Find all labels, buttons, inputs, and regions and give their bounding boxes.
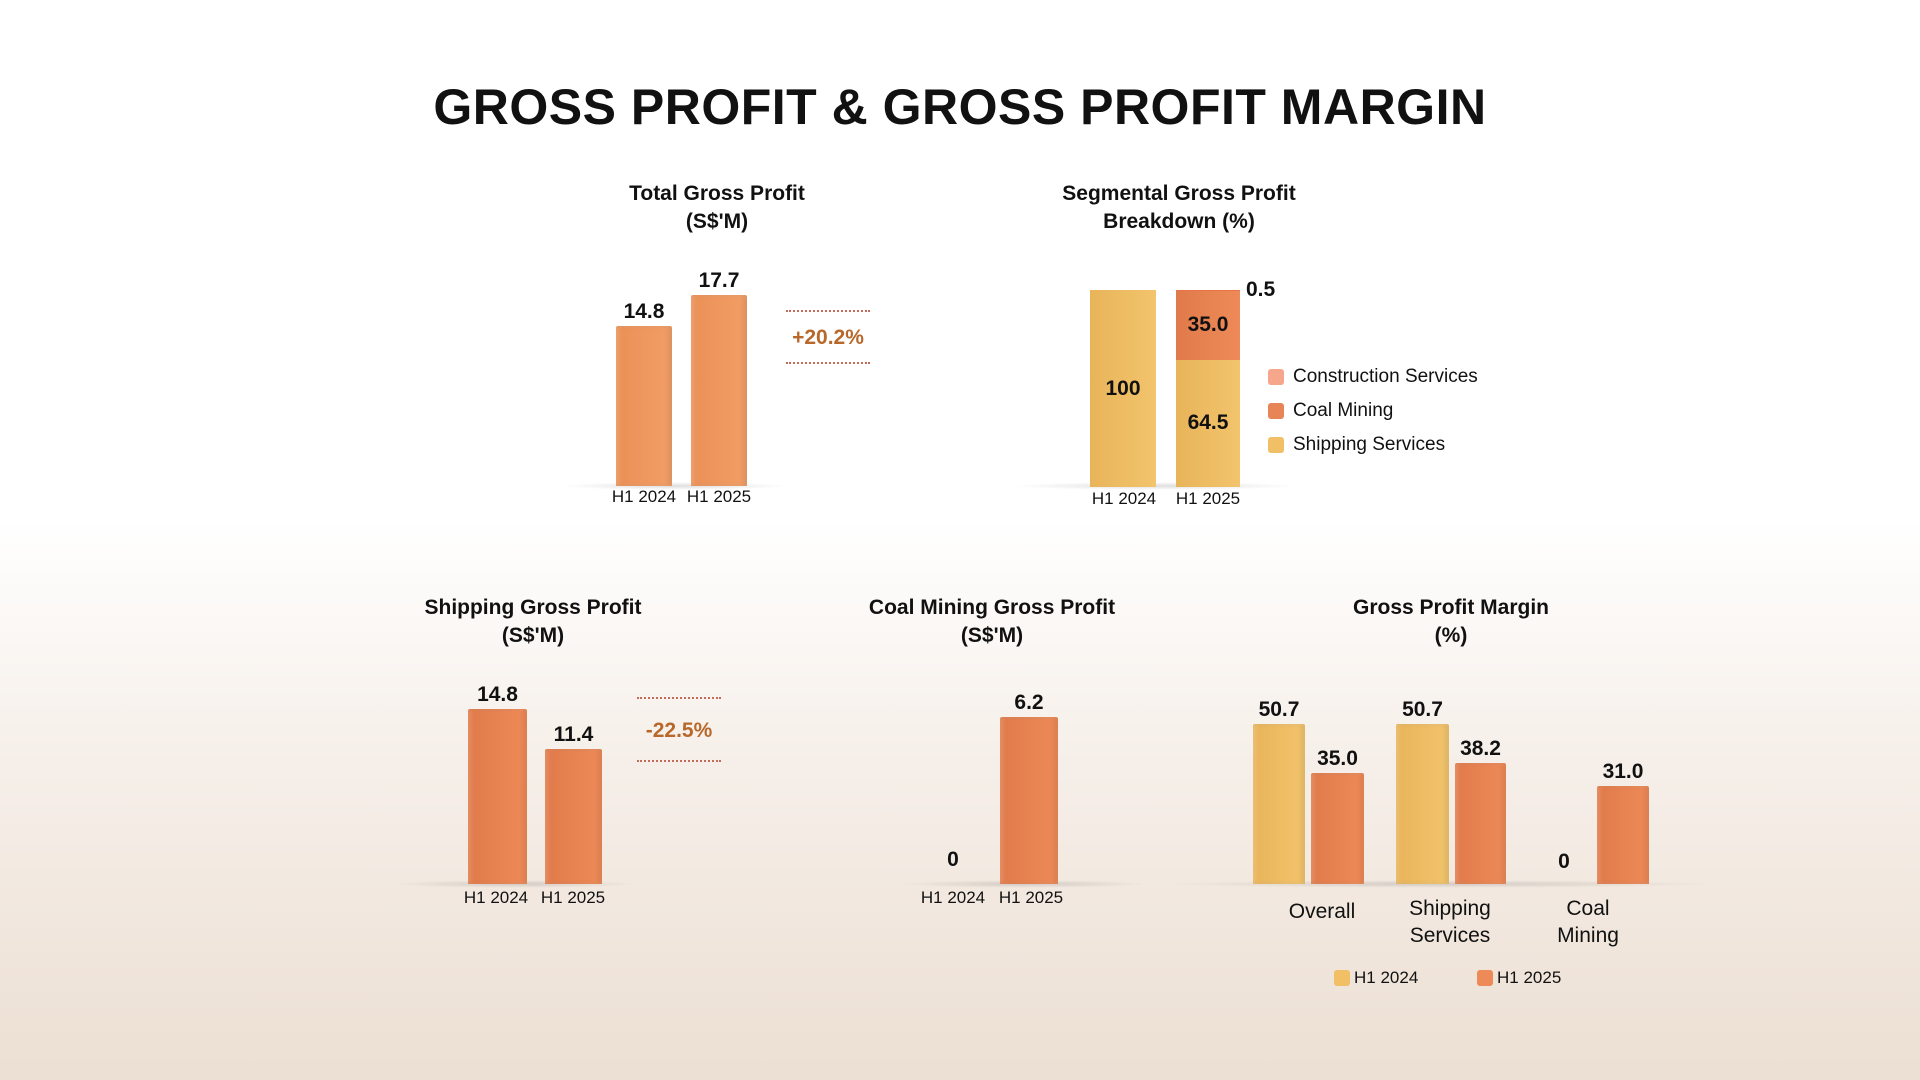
legend-swatch xyxy=(1268,437,1284,453)
x-tick-label: H1 2024 xyxy=(463,888,529,907)
stacked-bar-h1-2025: 64.5 35.0 xyxy=(1176,290,1240,487)
value-label: 50.7 xyxy=(1402,697,1443,721)
chart-subtitle: Breakdown (%) xyxy=(1103,210,1255,233)
chart-title-line: Coal Mining Gross Profit xyxy=(868,596,1116,619)
chart-title-line: Segmental Gross Profit xyxy=(1062,182,1296,205)
x-tick-label: H1 2024 xyxy=(920,888,986,907)
value-label: 6.2 xyxy=(1014,690,1044,714)
divider xyxy=(786,362,870,364)
value-label: 14.8 xyxy=(623,300,665,324)
x-tick-label: H1 2024 xyxy=(611,487,677,506)
segment-label: 35.0 xyxy=(1187,313,1229,337)
bar-shipping-h1-2025: 38.2 xyxy=(1455,737,1506,884)
legend-item: H1 2025 xyxy=(1477,968,1561,988)
category-label-line: Services xyxy=(1409,924,1491,947)
legend-item: H1 2024 xyxy=(1334,968,1418,988)
bar-h1-2024: 14.8 xyxy=(616,300,672,486)
chart-subtitle: (S$'M) xyxy=(685,210,749,233)
legend-item: Shipping Services xyxy=(1268,434,1445,456)
bar-coal-h1-2025: 31.0 xyxy=(1597,760,1649,884)
bar-h1-2024: 14.8 xyxy=(468,683,527,884)
change-label: -22.5% xyxy=(645,719,713,742)
stacked-bar-h1-2024: 100 xyxy=(1090,290,1156,487)
chart-title-line: Total Gross Profit xyxy=(629,182,805,205)
chart-title: Gross Profit Margin (%) xyxy=(1271,594,1631,650)
chart-title: Total Gross Profit (S$'M) xyxy=(537,180,897,236)
bar-h1-2025: 11.4 xyxy=(545,723,602,884)
legend-item: Coal Mining xyxy=(1268,400,1393,422)
chart-subtitle: (S$'M) xyxy=(501,624,565,647)
value-label: 0.5 xyxy=(1246,278,1276,301)
legend-swatch xyxy=(1334,970,1350,986)
segment-shipping: 64.5 xyxy=(1176,359,1240,487)
legend-label: Construction Services xyxy=(1293,366,1478,387)
divider xyxy=(637,697,721,699)
legend-swatch xyxy=(1268,369,1284,385)
legend-swatch xyxy=(1477,970,1493,986)
x-tick-label: H1 2024 xyxy=(1091,489,1157,508)
value-label: 0 xyxy=(947,848,959,871)
bar-h1-2025: 6.2 xyxy=(1000,691,1058,884)
value-label: 0 xyxy=(1558,850,1570,873)
x-tick-label: H1 2025 xyxy=(686,487,752,506)
legend-swatch xyxy=(1268,403,1284,419)
page-title: GROSS PROFIT & GROSS PROFIT MARGIN xyxy=(433,79,1487,135)
x-tick-label: H1 2025 xyxy=(998,888,1064,907)
legend-label: Shipping Services xyxy=(1293,434,1446,455)
category-label-line: Coal xyxy=(1566,897,1610,920)
bar-shipping-h1-2024: 50.7 xyxy=(1396,698,1449,884)
legend-label: Coal Mining xyxy=(1293,400,1394,421)
bar-overall-h1-2025: 35.0 xyxy=(1311,747,1364,884)
chart-title: Coal Mining Gross Profit (S$'M) xyxy=(812,594,1172,650)
chart-title-line: Shipping Gross Profit xyxy=(424,596,642,619)
value-label: 31.0 xyxy=(1602,760,1644,784)
segment-label: 64.5 xyxy=(1187,411,1229,435)
value-label: 50.7 xyxy=(1258,697,1300,721)
category-label: Coal Mining xyxy=(1518,895,1658,949)
value-label: 14.8 xyxy=(477,683,518,707)
chart-title: Segmental Gross Profit Breakdown (%) xyxy=(999,180,1359,236)
category-label-line: Shipping xyxy=(1409,897,1491,920)
chart-subtitle: (%) xyxy=(1434,624,1468,647)
value-label: 17.7 xyxy=(698,268,740,292)
segment-shipping: 100 xyxy=(1090,290,1156,487)
divider xyxy=(637,760,721,762)
bar-h1-2025: 17.7 xyxy=(691,269,747,486)
chart-subtitle: (S$'M) xyxy=(960,624,1024,647)
value-label: 38.2 xyxy=(1460,737,1501,761)
bar-overall-h1-2024: 50.7 xyxy=(1253,698,1305,884)
legend-label: H1 2025 xyxy=(1497,968,1562,987)
x-tick-label: H1 2025 xyxy=(540,888,606,907)
legend-item: Construction Services xyxy=(1268,366,1478,388)
value-label: 11.4 xyxy=(553,723,594,747)
category-label-line: Mining xyxy=(1557,924,1619,947)
x-tick-label: H1 2025 xyxy=(1175,489,1241,508)
segment-construction xyxy=(1176,290,1240,291)
segment-coal-mining: 35.0 xyxy=(1176,291,1240,360)
legend-label: H1 2024 xyxy=(1354,968,1419,987)
chart-title-line: Gross Profit Margin xyxy=(1352,596,1550,619)
segment-label: 100 xyxy=(1105,376,1141,400)
divider xyxy=(786,310,870,312)
category-label: Overall xyxy=(1252,898,1392,925)
value-label: 35.0 xyxy=(1317,747,1358,771)
chart-title: Shipping Gross Profit (S$'M) xyxy=(353,594,713,650)
change-label: +20.2% xyxy=(792,326,864,349)
category-label: Shipping Services xyxy=(1380,895,1520,949)
category-label-line: Overall xyxy=(1288,900,1356,923)
